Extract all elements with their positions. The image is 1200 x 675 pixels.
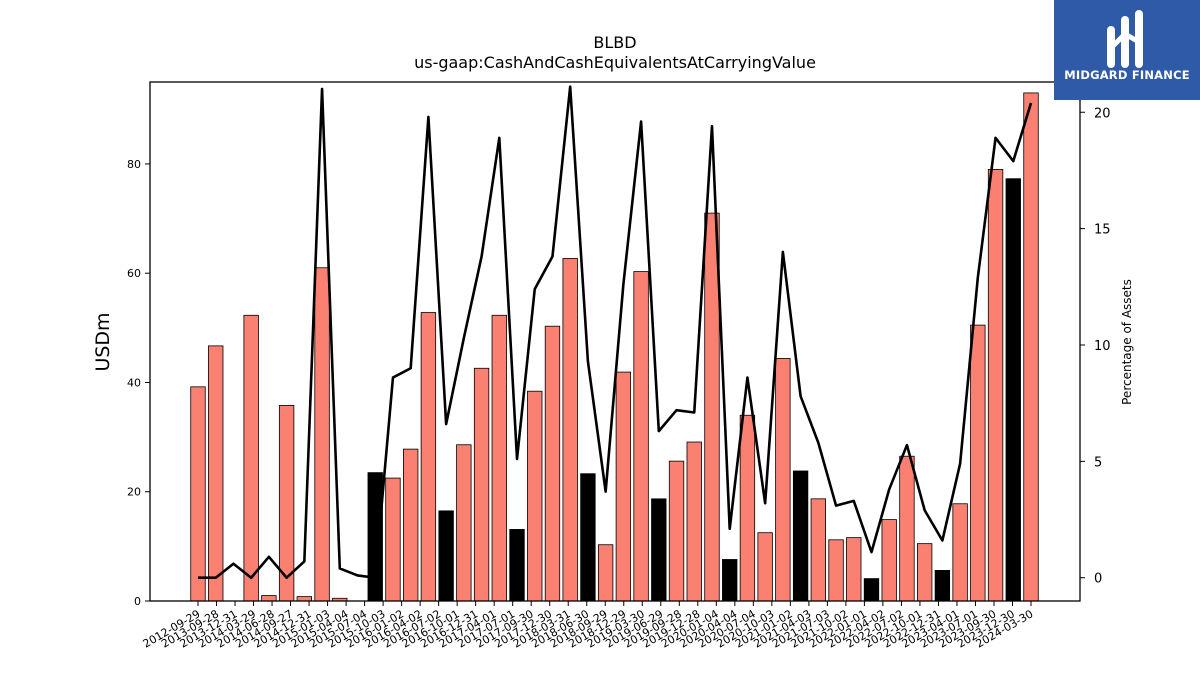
bar: [385, 477, 401, 602]
bar: [190, 386, 206, 602]
bar: [810, 498, 826, 602]
bar: [261, 595, 277, 602]
y-tick-label: 0: [134, 595, 141, 608]
line-layer: [198, 85, 1033, 580]
bar: [509, 529, 525, 602]
bar: [456, 444, 472, 602]
logo-text: MIDGARD FINANCE: [1064, 68, 1190, 82]
bar: [970, 324, 986, 602]
bar: [420, 312, 437, 602]
bar: [704, 212, 720, 602]
bar: [846, 537, 862, 602]
y-tick-label: 60: [127, 267, 141, 280]
bar: [473, 367, 490, 602]
bar: [527, 390, 543, 602]
bar: [863, 578, 880, 602]
bar: [633, 271, 649, 602]
chart-subtitle: us-gaap:CashAndCashEquivalentsAtCarrying…: [414, 53, 816, 72]
bar: [934, 570, 951, 602]
y-tick-label: 80: [127, 158, 141, 171]
bar: [651, 498, 667, 602]
y-tick-label: 40: [127, 376, 141, 389]
bar: [403, 448, 419, 602]
bar: [722, 559, 738, 602]
bar: [668, 460, 685, 602]
y2-axis-label: Percentage of Assets: [1120, 279, 1134, 405]
bar: [1023, 92, 1039, 602]
bar: [775, 358, 791, 602]
bar: [686, 441, 702, 602]
bars-layer: [190, 92, 1039, 602]
bar: [208, 345, 224, 602]
bar: [952, 503, 968, 602]
bar: [828, 539, 844, 602]
bar: [597, 544, 614, 602]
y2-tick-label: 10: [1094, 339, 1111, 354]
bar: [792, 470, 809, 602]
bar: [367, 472, 383, 602]
y-axis-left: 0 20 40 60 80: [127, 158, 150, 608]
bar: [881, 519, 897, 602]
bar: [757, 532, 773, 602]
y2-tick-label: 0: [1094, 572, 1102, 587]
logo-mark-icon: [1107, 10, 1143, 68]
y2-tick-label: 5: [1094, 455, 1102, 470]
bar: [1005, 178, 1021, 602]
chart-title: BLBD: [593, 33, 636, 52]
bar: [314, 267, 330, 602]
percentage-line: [198, 85, 1033, 580]
bar: [987, 169, 1004, 602]
bar: [544, 325, 561, 602]
y-axis-right: 0 5 10 15 20: [1080, 106, 1111, 587]
bar: [491, 314, 507, 602]
y2-tick-label: 15: [1094, 223, 1111, 238]
x-axis: 2012-09-292013-09-282013-12-312014-03-29…: [141, 601, 1036, 651]
bar: [916, 543, 933, 602]
bar: [243, 314, 259, 602]
y2-tick-label: 20: [1094, 106, 1111, 121]
plot-frame: [149, 81, 1081, 602]
bar: [580, 473, 596, 602]
bar: [296, 596, 313, 602]
bar: [899, 455, 915, 602]
bar: [615, 371, 632, 602]
bar: [739, 414, 756, 602]
bar: [438, 510, 454, 602]
brand-logo: MIDGARD FINANCE: [1054, 0, 1200, 100]
bar: [562, 258, 578, 602]
y-axis-label: USDm: [92, 312, 114, 371]
y-tick-label: 20: [127, 486, 141, 499]
